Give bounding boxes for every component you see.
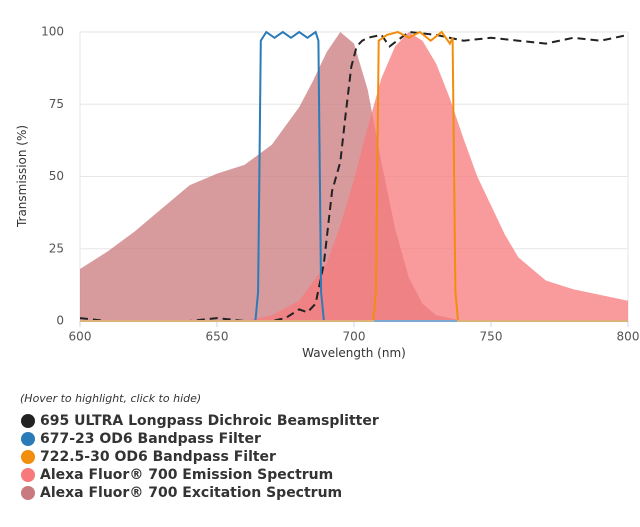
legend-item[interactable]: Alexa Fluor® 700 Emission Spectrum (40, 467, 333, 483)
x-tick-label: 600 (69, 330, 92, 344)
line (80, 30, 628, 322)
y-tick-label: 0 (56, 314, 64, 328)
legend-marker (21, 450, 35, 464)
x-axis-title: Wavelength (nm) (302, 346, 406, 360)
y-tick-label: 100 (41, 25, 64, 39)
x-tick-label: 800 (617, 330, 640, 344)
line (79, 30, 629, 322)
legend-marker (21, 486, 35, 500)
legend-marker (21, 468, 35, 482)
legend-item[interactable]: 677-23 OD6 Bandpass Filter (40, 431, 261, 447)
y-tick-label: 50 (49, 169, 64, 183)
legend-item[interactable]: Alexa Fluor® 700 Excitation Spectrum (40, 485, 342, 501)
legend-note: (Hover to highlight, click to hide) (20, 392, 201, 405)
legend-marker (21, 432, 35, 446)
y-tick-label: 75 (49, 97, 64, 111)
area (80, 32, 628, 321)
line (80, 30, 628, 322)
y-tick-label: 25 (49, 241, 64, 255)
legend-item[interactable]: 722.5-30 OD6 Bandpass Filter (40, 449, 276, 465)
legend-marker (21, 414, 35, 428)
legend-item[interactable]: 695 ULTRA Longpass Dichroic Beamsplitter (40, 413, 379, 429)
x-tick-label: 700 (343, 330, 366, 344)
x-tick-label: 750 (480, 330, 503, 344)
x-tick-label: 650 (206, 330, 229, 344)
area (80, 32, 628, 321)
y-axis-title: Transmission (%) (15, 125, 29, 228)
